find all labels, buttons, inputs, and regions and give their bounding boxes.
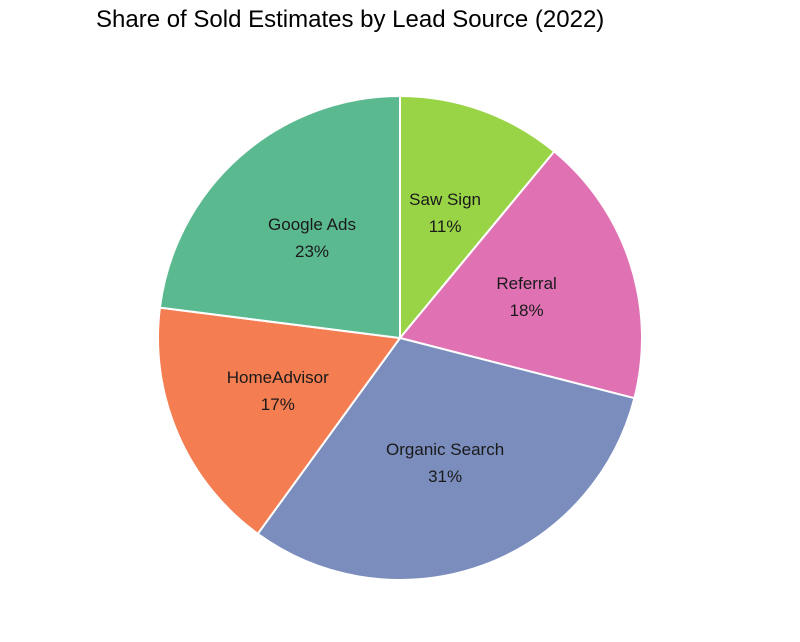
pie-labels: Saw Sign 11% Referral 18% Organic Search 31% H… [227, 190, 557, 486]
slice-percent-label: 31% [428, 467, 462, 486]
pie-slice-organic-search [256, 337, 636, 581]
pie-slice-referral [399, 150, 643, 400]
pie-slice-homeadvisor [157, 306, 401, 535]
slice-category-label: Saw Sign [409, 190, 481, 209]
slice-percent-label: 17% [261, 395, 295, 414]
pie-slice-saw-sign [399, 95, 556, 339]
slice-category-label: Referral [496, 274, 556, 293]
slice-percent-label: 18% [510, 301, 544, 320]
slice-percent-label: 23% [295, 242, 329, 261]
slice-category-label: Organic Search [386, 440, 504, 459]
slice-category-label: HomeAdvisor [227, 368, 329, 387]
pie-slices [157, 95, 643, 581]
slice-percent-label: 11% [429, 217, 462, 236]
slice-category-label: Google Ads [268, 215, 356, 234]
pie-slice-google-ads [158, 95, 401, 339]
chart-title: Share of Sold Estimates by Lead Source (… [96, 6, 605, 33]
